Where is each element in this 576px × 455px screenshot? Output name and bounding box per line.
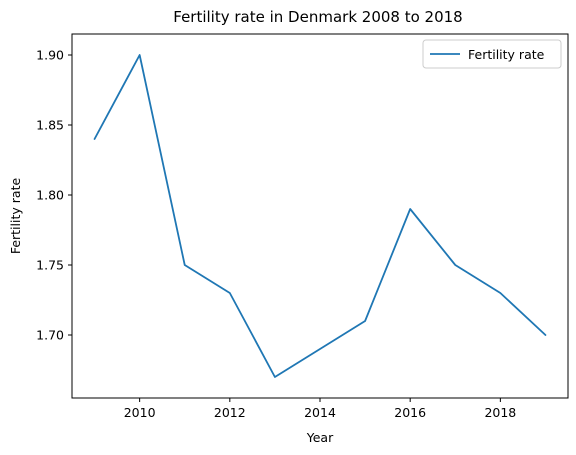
y-axis-ticks: 1.70 1.75 1.80 1.85 1.90 <box>36 48 72 343</box>
y-tick-label: 1.85 <box>36 118 64 133</box>
x-tick-label: 2016 <box>394 405 426 420</box>
x-tick-label: 2012 <box>214 405 246 420</box>
x-tick-label: 2014 <box>304 405 336 420</box>
plot-area: 2010 2012 2014 2016 2018 1.70 1.75 1.80 1.85 1.9… <box>36 33 569 420</box>
legend-label: Fertility rate <box>468 47 545 62</box>
y-tick-label: 1.70 <box>36 328 64 343</box>
legend-box <box>422 39 562 69</box>
y-axis-label: Fertility rate <box>8 178 23 255</box>
x-axis-ticks: 2010 2012 2014 2016 2018 <box>124 398 516 420</box>
x-axis-label: Year <box>306 430 334 445</box>
series-lines <box>93 54 547 378</box>
legend: Fertility rate <box>422 39 562 69</box>
y-tick-label: 1.75 <box>36 258 64 273</box>
x-tick-label: 2018 <box>484 405 516 420</box>
y-tick-label: 1.80 <box>36 188 64 203</box>
y-tick-label: 1.90 <box>36 48 64 63</box>
chart-title: Fertility rate in Denmark 2008 to 2018 <box>173 8 462 26</box>
x-tick-label: 2010 <box>124 405 156 420</box>
